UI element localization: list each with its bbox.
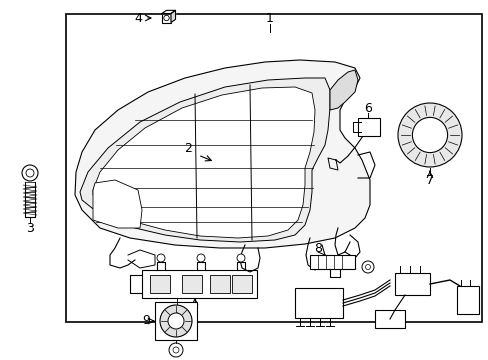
Polygon shape: [80, 78, 329, 242]
Bar: [231, 275, 251, 293]
Polygon shape: [329, 70, 357, 110]
Circle shape: [411, 117, 447, 153]
Text: 1: 1: [265, 12, 273, 24]
Bar: [309, 255, 354, 269]
Text: 9: 9: [142, 314, 150, 327]
Circle shape: [26, 169, 34, 177]
Text: 2: 2: [183, 141, 192, 154]
Bar: [209, 275, 229, 293]
Text: 4: 4: [134, 12, 142, 24]
Circle shape: [22, 165, 38, 181]
Circle shape: [397, 103, 461, 167]
Circle shape: [163, 15, 169, 21]
Polygon shape: [171, 10, 175, 23]
Polygon shape: [93, 87, 314, 238]
Bar: [394, 273, 429, 295]
Circle shape: [173, 347, 179, 353]
Bar: [150, 275, 170, 293]
Circle shape: [157, 254, 164, 262]
Polygon shape: [162, 10, 175, 14]
Bar: [142, 270, 257, 298]
Circle shape: [365, 265, 370, 270]
Bar: [374, 310, 404, 328]
Bar: [155, 302, 197, 340]
Circle shape: [174, 313, 180, 319]
Bar: [66, 14, 481, 322]
Circle shape: [168, 313, 183, 329]
Text: 3: 3: [26, 221, 34, 234]
Text: 8: 8: [313, 242, 321, 255]
Circle shape: [160, 305, 192, 337]
Bar: [357, 118, 379, 136]
Circle shape: [169, 343, 183, 357]
Bar: [456, 286, 478, 314]
Circle shape: [197, 254, 204, 262]
Polygon shape: [75, 60, 369, 248]
Bar: [294, 288, 342, 318]
Polygon shape: [93, 180, 142, 228]
Bar: [162, 14, 171, 23]
Circle shape: [170, 309, 183, 323]
Text: 7: 7: [425, 174, 433, 186]
Circle shape: [361, 261, 373, 273]
Text: 5: 5: [191, 302, 199, 315]
Bar: [182, 275, 202, 293]
Text: 6: 6: [364, 102, 371, 114]
Circle shape: [237, 254, 244, 262]
